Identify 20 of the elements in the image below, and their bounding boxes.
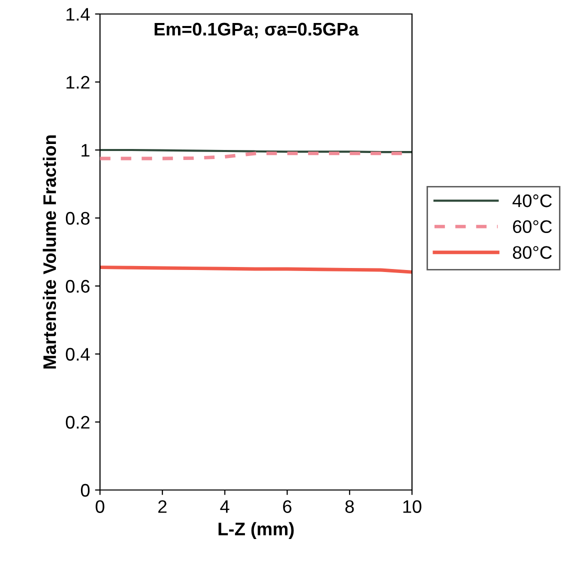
annotation: Em=0.1GPa; σa=0.5GPa <box>154 22 359 38</box>
y-axis-title: Martensite Volume Fraction <box>42 135 56 369</box>
x-axis-title: L-Z (mm) <box>218 522 294 539</box>
x-tick-label: 2 <box>158 500 167 513</box>
x-tick-label: 8 <box>345 500 354 513</box>
y-tick-label: 1.4 <box>66 8 90 21</box>
y-tick-label: 0.6 <box>66 280 90 293</box>
y-tick-label: 0.2 <box>66 416 90 429</box>
legend-label: 40°C <box>512 194 552 208</box>
y-tick-label: 0.8 <box>66 212 90 225</box>
legend-label: 80°C <box>512 246 552 259</box>
x-tick-label: 6 <box>283 500 292 513</box>
y-tick-label: 1 <box>82 144 90 157</box>
x-tick-label: 10 <box>403 500 422 513</box>
x-tick-label: 4 <box>220 500 230 513</box>
y-tick-label: 1.2 <box>66 76 90 89</box>
y-tick-label: 0.4 <box>66 348 90 361</box>
legend-label: 60°C <box>513 220 552 234</box>
y-tick-label: 0 <box>80 484 90 497</box>
x-tick-label: 0 <box>96 500 104 513</box>
